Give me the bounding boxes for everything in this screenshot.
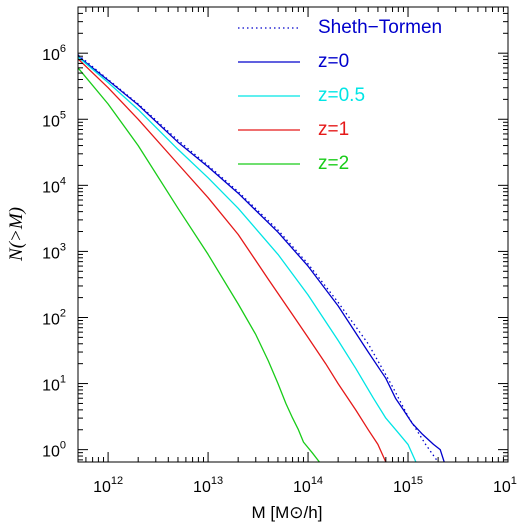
y-tick-label: 105 [42,109,66,130]
x-tick-label: 1013 [193,475,223,496]
legend-label-3: z=1 [318,119,349,140]
x-tick-label: 1015 [393,475,423,496]
legend-label-4: z=2 [318,153,349,174]
x-tick-label: 1016 [493,475,517,496]
y-tick-label: 102 [42,307,66,328]
y-tick-label: 100 [42,440,66,461]
plot-frame [77,6,509,463]
x-axis-title: M [M⊙/h] [252,503,323,522]
ticks-layer: 1012 1013 1014 1015 1016 100 101 102 103 104 105 10… [42,6,517,496]
y-tick-label: 103 [42,241,66,262]
legend-label-1: z=0 [318,51,349,72]
y-tick-label: 106 [42,43,66,64]
series-line-2 [78,56,417,462]
legend: Sheth−Tormen z=0 z=0.5 z=1 z=2 [238,17,442,174]
series-line-4 [78,67,320,462]
y-axis-title: N(>M) [6,207,27,262]
y-tick-label: 101 [42,374,66,395]
legend-label-0: Sheth−Tormen [318,17,442,38]
series-line-3 [78,58,387,462]
series-line-0 [78,54,439,462]
series-line-1 [78,55,445,462]
y-tick-label: 104 [42,175,66,196]
x-tick-label: 1014 [293,475,323,496]
x-tick-label: 1012 [93,475,123,496]
series-layer [78,54,445,462]
legend-label-2: z=0.5 [318,85,365,106]
